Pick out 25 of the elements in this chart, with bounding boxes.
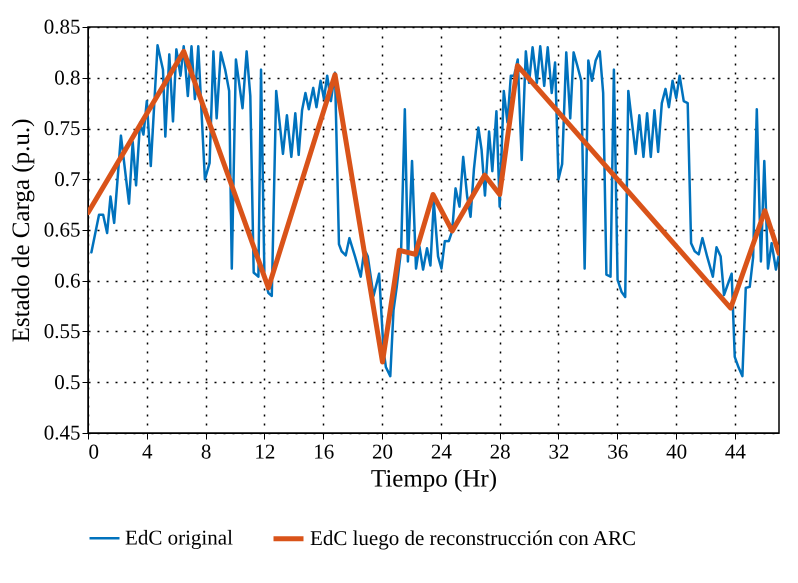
y-axis-title: Estado de Carga (p.u.) xyxy=(8,118,35,342)
x-axis-title: Tiempo (Hr) xyxy=(370,466,498,492)
y-tick-label: 0.45 xyxy=(44,420,80,444)
x-tick-label: 16 xyxy=(313,440,334,464)
y-tick-label: 0.8 xyxy=(54,65,80,90)
y-tick-label: 0.85 xyxy=(44,14,80,38)
y-tick-label: 0.6 xyxy=(54,268,80,292)
y-tick-label: 0.65 xyxy=(44,218,80,242)
y-tick-label: 0.7 xyxy=(54,166,80,191)
y-tick-label: 0.55 xyxy=(44,319,80,343)
x-tick-label: 40 xyxy=(666,440,688,464)
x-tick-label: 36 xyxy=(607,440,628,464)
x-tick-label: 32 xyxy=(548,440,570,464)
x-tick-label: 44 xyxy=(724,440,746,464)
y-tick-label: 0.75 xyxy=(44,116,80,140)
x-tick-label: 12 xyxy=(254,440,276,464)
x-tick-label: 8 xyxy=(200,440,212,464)
x-tick-label: 28 xyxy=(490,440,511,464)
legend-label: EdC original xyxy=(125,525,234,550)
y-tick-label: 0.5 xyxy=(54,370,80,394)
x-tick-label: 20 xyxy=(372,440,394,464)
x-tick-label: 0 xyxy=(88,440,99,464)
x-tick-label: 4 xyxy=(142,440,154,464)
legend-label: EdC luego de reconstrucción con ARC xyxy=(310,526,636,550)
x-tick-label: 24 xyxy=(430,440,452,464)
